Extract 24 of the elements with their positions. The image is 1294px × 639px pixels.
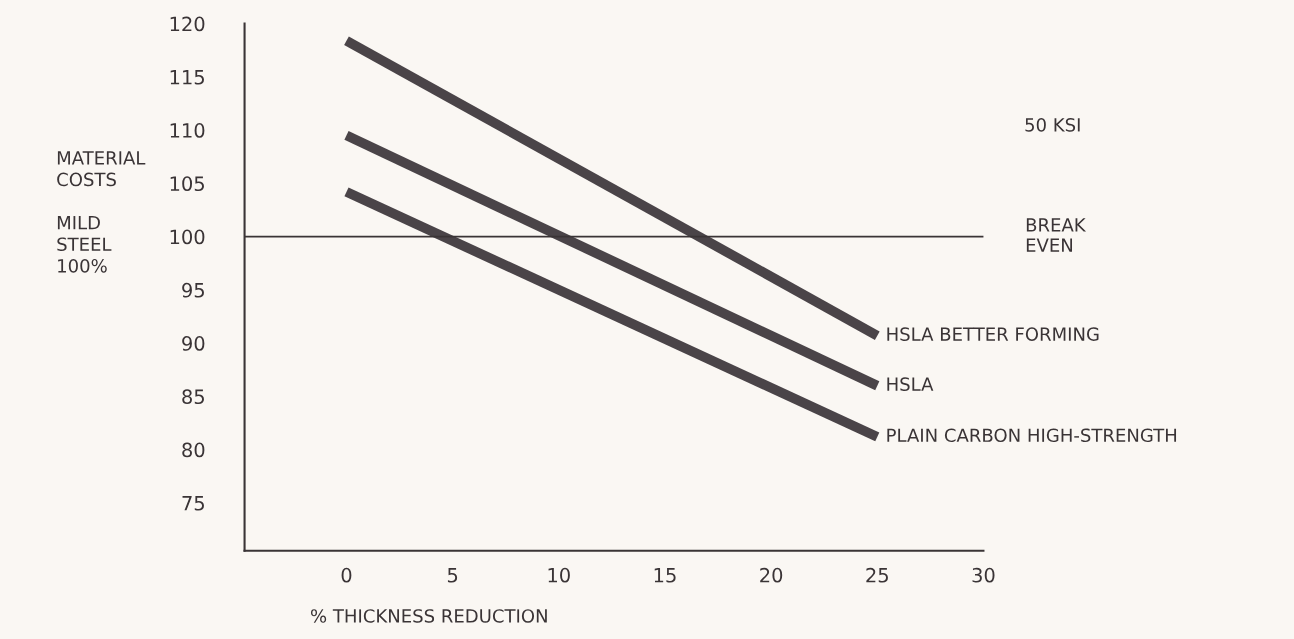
y-tick-label: 120	[170, 16, 205, 32]
y-tick-label: 100	[170, 229, 205, 245]
x-tick-label: 30	[972, 567, 995, 583]
x-tick-label: 5	[447, 568, 458, 583]
x-tick-label: 25	[866, 567, 888, 583]
x-tick-label: 20	[760, 567, 783, 583]
series-label: PLAIN CARBON HIGH-STRENGTH	[887, 428, 1177, 443]
y-tick-label: 85	[182, 389, 204, 405]
y-tick-label: 105	[170, 176, 204, 192]
y-tick-label: 90	[182, 336, 205, 351]
series-label: HSLA BETTER FORMING	[887, 327, 1099, 341]
series-label: HSLA	[887, 377, 934, 391]
y-tick-label: 80	[182, 442, 205, 458]
y-tick-label: 75	[182, 496, 204, 511]
ref-line-label: BREAK EVEN	[1026, 218, 1087, 252]
y-tick-label: 95	[182, 282, 204, 298]
y-tick-label: 115	[170, 70, 204, 85]
x-tick-label: 15	[654, 568, 676, 583]
x-tick-label: 0	[341, 567, 352, 583]
x-axis-title: % THICKNESS REDUCTION	[310, 609, 547, 623]
y-tick-label: 110	[170, 123, 205, 138]
text: 50 KSI	[1025, 118, 1080, 132]
text: MATERIAL COSTS MILD STEEL 100%	[57, 151, 146, 273]
x-tick-label: 10	[548, 567, 570, 583]
